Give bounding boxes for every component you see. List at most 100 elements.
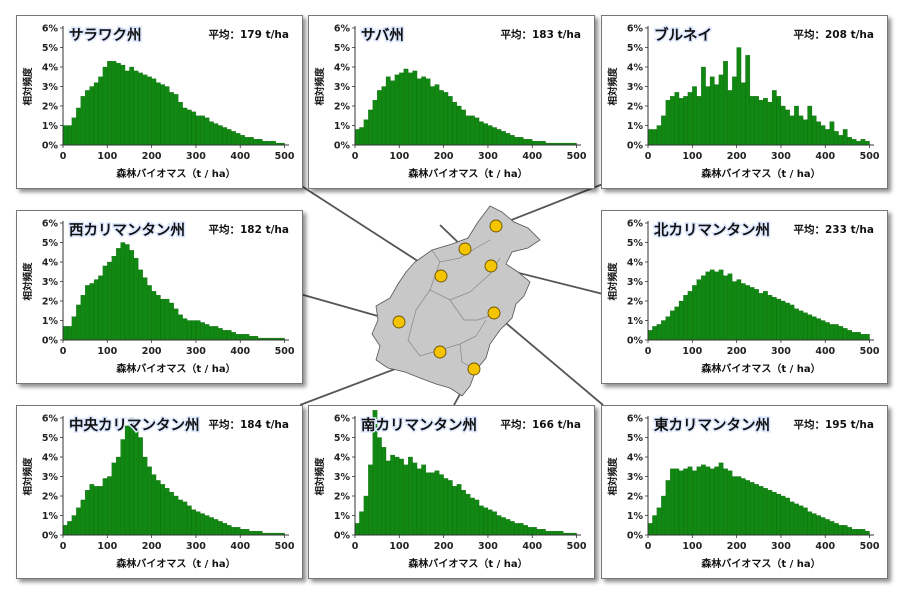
province-title: 南カリマンタン州 [361, 416, 477, 434]
histogram-bar [838, 525, 844, 536]
histogram-bar [514, 523, 520, 536]
y-tick-label: 0% [334, 531, 351, 542]
x-tick-label: 300 [478, 151, 498, 162]
y-tick-label: 1% [42, 121, 59, 132]
histogram-bar [767, 295, 773, 341]
histogram-bar [763, 488, 768, 536]
histogram-bar [160, 484, 166, 536]
x-tick-label: 0 [645, 346, 652, 357]
histogram-bar [758, 486, 764, 536]
histogram-bar [785, 109, 790, 146]
histogram-bar [178, 101, 183, 146]
histogram-bar [120, 242, 126, 341]
histogram-bar [652, 326, 657, 341]
y-tick-label: 3% [627, 472, 644, 483]
histogram-bar [67, 125, 72, 146]
histogram-bar [98, 275, 104, 341]
histogram-bar [847, 137, 852, 146]
province-title: 北カリマンタン州 [654, 222, 770, 239]
histogram-bar [408, 456, 413, 536]
y-tick-label: 1% [334, 511, 351, 522]
histogram-bar [794, 308, 799, 341]
histogram-bar [430, 472, 435, 536]
panel-central-kalimantan: 0% 1% 2% 3% 4% 5% 6% 0 100 200 300 400 500 森林バイオマス（t … [16, 405, 303, 579]
histogram-bar [674, 306, 680, 341]
histogram-bar [647, 523, 653, 536]
y-tick-label: 5% [334, 433, 351, 444]
histogram-bar [116, 456, 121, 536]
histogram-bar [732, 281, 737, 341]
histogram-bar [856, 332, 861, 341]
histogram-bar [714, 84, 720, 146]
panel-sabah: 0% 1% 2% 3% 4% 5% 6% 0 100 200 300 400 500 森林バイオマス（t … [308, 15, 595, 189]
x-tick-label: 500 [275, 541, 295, 552]
histogram-bar [767, 101, 773, 146]
histogram-bar [231, 527, 236, 536]
histogram-bar [89, 283, 95, 341]
histogram-bar [678, 98, 684, 146]
histogram-bar [692, 470, 697, 536]
histogram-bar [421, 76, 427, 146]
mean-biomass-label: 平均：179 t/ha [209, 28, 290, 41]
x-tick-label: 100 [97, 541, 117, 552]
histogram-bar [133, 70, 139, 146]
y-tick-label: 4% [627, 63, 644, 74]
y-tick-label: 6% [334, 414, 351, 425]
connector-line [495, 183, 604, 227]
x-tick-label: 200 [727, 346, 747, 357]
histogram-bar [399, 72, 404, 146]
x-tick-label: 400 [230, 151, 250, 162]
y-tick-label: 1% [42, 316, 59, 327]
histogram-bar [147, 466, 152, 536]
histogram-bar [124, 425, 130, 536]
histogram-bar [164, 488, 170, 536]
histogram-bar [865, 530, 870, 536]
histogram-bar [860, 334, 866, 341]
histogram-bar [727, 273, 733, 341]
histogram-bar [670, 96, 675, 146]
histogram-bar [771, 90, 777, 146]
histogram-bar [811, 115, 817, 146]
y-axis-label: 相対頻度 [314, 457, 326, 496]
histogram-bar [807, 511, 813, 536]
histogram-bar [718, 462, 724, 536]
histogram-bar [155, 480, 161, 536]
histogram-bar [226, 525, 232, 536]
y-tick-label: 4% [42, 258, 59, 269]
y-tick-label: 0% [627, 141, 644, 152]
province-marker [487, 306, 501, 320]
histogram-bar [394, 456, 400, 536]
histogram-bar [147, 76, 152, 146]
y-tick-label: 1% [627, 316, 644, 327]
histogram-bar [820, 125, 826, 146]
histogram-bar [825, 129, 830, 146]
histogram-bar [789, 501, 795, 536]
y-tick-label: 1% [627, 511, 644, 522]
histogram-bar [120, 64, 126, 146]
x-tick-label: 400 [815, 541, 835, 552]
x-tick-label: 100 [682, 151, 702, 162]
histogram-bar [771, 491, 777, 536]
x-tick-label: 500 [567, 151, 587, 162]
histogram-bar [456, 105, 462, 146]
histogram-bar [811, 316, 817, 341]
histogram-bar [518, 523, 524, 536]
x-tick-label: 200 [434, 151, 454, 162]
histogram-bar [421, 464, 427, 536]
histogram-bar [147, 285, 152, 341]
histogram-bar [549, 530, 555, 536]
histogram-bars [647, 269, 870, 341]
histogram-bar [718, 269, 724, 341]
histogram-bar [696, 279, 702, 341]
histogram-bar [763, 291, 768, 341]
histogram-bar [235, 133, 241, 146]
histogram-bar [820, 320, 826, 341]
histogram-bar [178, 314, 183, 341]
histogram-bar [169, 491, 174, 536]
y-tick-label: 5% [334, 43, 351, 54]
y-tick-label: 2% [627, 102, 644, 113]
histogram-bar [740, 478, 746, 536]
histogram-bar [816, 318, 821, 341]
histogram-bar [217, 328, 223, 341]
histogram-bar [266, 140, 272, 146]
